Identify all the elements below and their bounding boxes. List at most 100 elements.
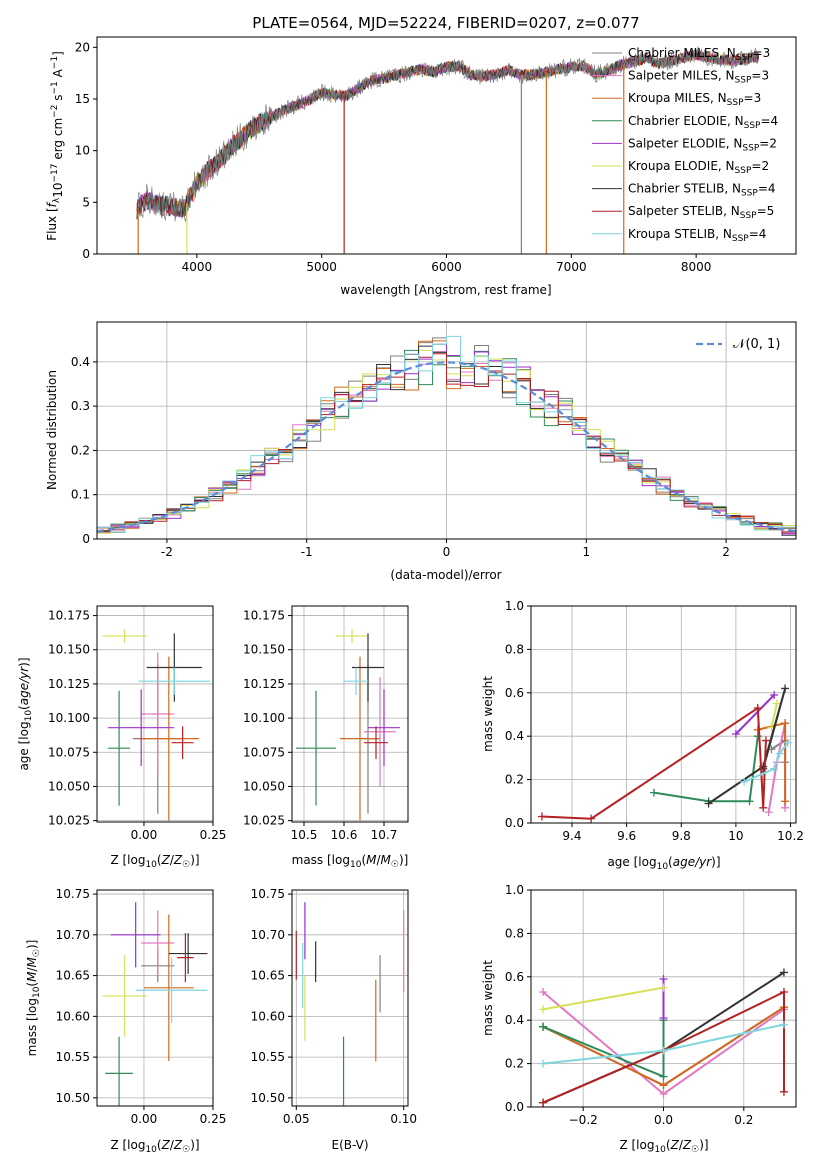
y-axis-label: age [log10(age/yr)] <box>17 657 34 770</box>
x-tick-label: 9.8 <box>672 829 691 843</box>
spectrum-axes: 4000 5000 6000 7000 8000 0 5 10 15 20 wavelength [… <box>45 36 797 297</box>
y-tick-label: 20 <box>75 40 90 54</box>
y-tick-label: 10.150 <box>48 643 90 657</box>
weight-marker <box>740 777 749 786</box>
histogram-series <box>97 353 796 533</box>
weight-marker <box>779 1020 788 1029</box>
x-tick-label: -1 <box>301 545 313 559</box>
weight-marker <box>659 1089 668 1098</box>
weight-line <box>542 1020 665 1079</box>
y-tick-label: 10.60 <box>251 1009 285 1023</box>
y-axis-label: mass weight <box>481 676 495 752</box>
x-axis-label: wavelength [Angstrom, rest frame] <box>340 283 551 297</box>
histogram-series <box>97 343 796 535</box>
x-axis-label: Z [log10(Z/Z☉)] <box>619 1138 708 1155</box>
x-tick-label: 0 <box>443 545 451 559</box>
weight-marker <box>537 812 546 821</box>
weight-marker <box>783 738 792 747</box>
weight-line <box>708 688 787 805</box>
y-tick-label: 10.50 <box>251 1091 285 1105</box>
y-tick-label: 10.65 <box>251 969 285 983</box>
weight-marker <box>539 987 548 996</box>
weight-marker <box>772 699 781 708</box>
y-tick-label: 0.8 <box>505 642 524 656</box>
age-mass-axes: 10.5 10.6 10.7 10.025 10.050 10.075 10.100 10.1… <box>243 605 409 870</box>
y-tick-label: 0.0 <box>505 1100 524 1114</box>
weight-line <box>770 703 778 728</box>
mass-ebv-axes: 0.05 0.10 10.50 10.55 10.60 10.65 10.70 10.75 E(… <box>251 887 417 1152</box>
x-tick-label: −0.2 <box>569 1113 598 1127</box>
plot-area <box>539 968 788 1107</box>
x-axis-label: (data-model)/error <box>390 568 501 582</box>
plot-area <box>537 684 792 823</box>
normal-curve <box>97 361 796 533</box>
y-tick-label: 10.075 <box>48 745 90 759</box>
weight-marker <box>659 1046 668 1055</box>
weight-marker <box>770 690 779 699</box>
y-tick-label: 10.75 <box>251 887 285 901</box>
x-tick-label: -2 <box>161 545 173 559</box>
x-tick-label: 2 <box>722 545 730 559</box>
x-tick-label: 0.05 <box>283 1112 310 1126</box>
y-tick-label: 10.100 <box>243 711 285 725</box>
weight-line <box>743 742 789 783</box>
plot-area <box>136 46 759 254</box>
weight-marker <box>770 764 779 773</box>
x-tick-label: 6000 <box>431 260 462 274</box>
y-tick-label: 0.3 <box>71 399 90 413</box>
weight-marker <box>781 684 790 693</box>
y-tick-label: 0 <box>82 247 90 261</box>
x-tick-label: 10 <box>728 829 743 843</box>
weight-marker <box>704 799 713 808</box>
weight-marker <box>659 1081 668 1090</box>
legend: Chabrier MILES, NSSP=3 Salpeter MILES, NS… <box>592 46 778 244</box>
y-tick-label: 10.050 <box>48 779 90 793</box>
legend-label: Kroupa ELODIE, NSSP=2 <box>628 159 769 176</box>
y-tick-label: 0.2 <box>505 1057 524 1071</box>
y-tick-label: 0.1 <box>71 488 90 502</box>
y-tick-label: 10.025 <box>48 814 90 828</box>
x-tick-label: 0.00 <box>131 1112 158 1126</box>
x-tick-label: 0.10 <box>390 1112 417 1126</box>
y-tick-label: 0.8 <box>505 926 524 940</box>
x-axis-label: Z [log10(Z/Z☉)] <box>110 1138 199 1155</box>
weight-marker <box>539 1059 548 1068</box>
y-tick-label: 1.0 <box>505 599 524 613</box>
x-axis-label: age [log10(age/yr)] <box>607 855 720 872</box>
legend-label: Chabrier STELIB, NSSP=4 <box>628 182 776 199</box>
y-tick-label: 0.6 <box>505 970 524 984</box>
weight-line <box>542 986 664 1011</box>
weight-marker <box>753 732 762 741</box>
figure-title: PLATE=0564, MJD=52224, FIBERID=0207, z=0… <box>252 14 639 32</box>
y-tick-label: 10.50 <box>56 1091 90 1105</box>
weight-marker <box>775 749 784 758</box>
weight-marker <box>659 1014 668 1023</box>
plot-area <box>102 629 211 821</box>
x-axis-label: Z [log10(Z/Z☉)] <box>110 853 199 870</box>
y-tick-label: 0.6 <box>505 686 524 700</box>
weight-line <box>653 736 759 803</box>
x-tick-label: 4000 <box>182 260 213 274</box>
weight-z-axes: −0.2 0.0 0.2 0.0 0.2 0.4 0.6 0.8 1.0 Z [log10(Z/Z… <box>481 883 797 1155</box>
y-tick-label: 0.4 <box>71 355 90 369</box>
axes-frame <box>291 605 409 823</box>
y-tick-label: 10.55 <box>251 1050 285 1064</box>
histogram-axes: -2 -1 0 1 2 0 0.1 0.2 0.3 0.4 (data-model)/error No… <box>45 321 797 582</box>
y-tick-label: 10.70 <box>56 928 90 942</box>
weight-marker <box>731 730 740 739</box>
x-tick-label: 0.0 <box>654 1113 673 1127</box>
x-axis-label: E(B-V) <box>331 1138 368 1152</box>
y-tick-label: 10.65 <box>56 969 90 983</box>
weight-marker <box>753 703 762 712</box>
y-tick-label: 5 <box>82 195 90 209</box>
x-tick-label: 0.25 <box>200 1112 227 1126</box>
x-tick-label: 0.2 <box>734 1113 753 1127</box>
plot-area <box>102 902 208 1106</box>
y-tick-label: 0.2 <box>71 443 90 457</box>
x-tick-label: 0.25 <box>200 828 227 842</box>
weight-marker <box>659 974 668 983</box>
weight-marker <box>659 983 668 992</box>
x-tick-label: 5000 <box>306 260 337 274</box>
x-tick-label: 10.6 <box>331 828 358 842</box>
x-tick-label: 10.7 <box>371 828 398 842</box>
